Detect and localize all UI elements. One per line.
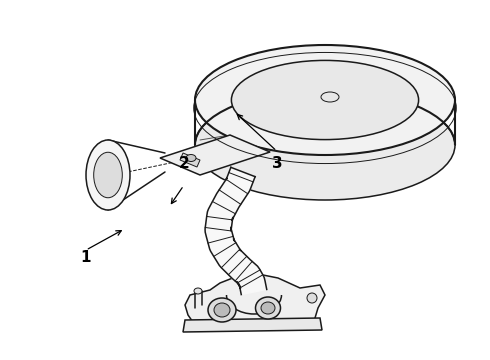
Ellipse shape [261,302,275,314]
Ellipse shape [186,154,196,162]
Ellipse shape [255,297,280,319]
Ellipse shape [195,45,455,155]
Polygon shape [185,272,325,325]
Ellipse shape [231,60,418,140]
Polygon shape [160,135,270,175]
Polygon shape [180,153,200,167]
Text: 1: 1 [80,250,91,265]
Text: 2: 2 [178,156,189,171]
Text: 3: 3 [271,156,282,171]
Polygon shape [183,318,322,332]
Ellipse shape [307,293,317,303]
Polygon shape [205,167,267,294]
Ellipse shape [214,303,230,317]
Ellipse shape [194,288,202,294]
Ellipse shape [94,152,122,198]
Ellipse shape [208,298,236,322]
Ellipse shape [86,140,130,210]
Ellipse shape [195,90,455,200]
